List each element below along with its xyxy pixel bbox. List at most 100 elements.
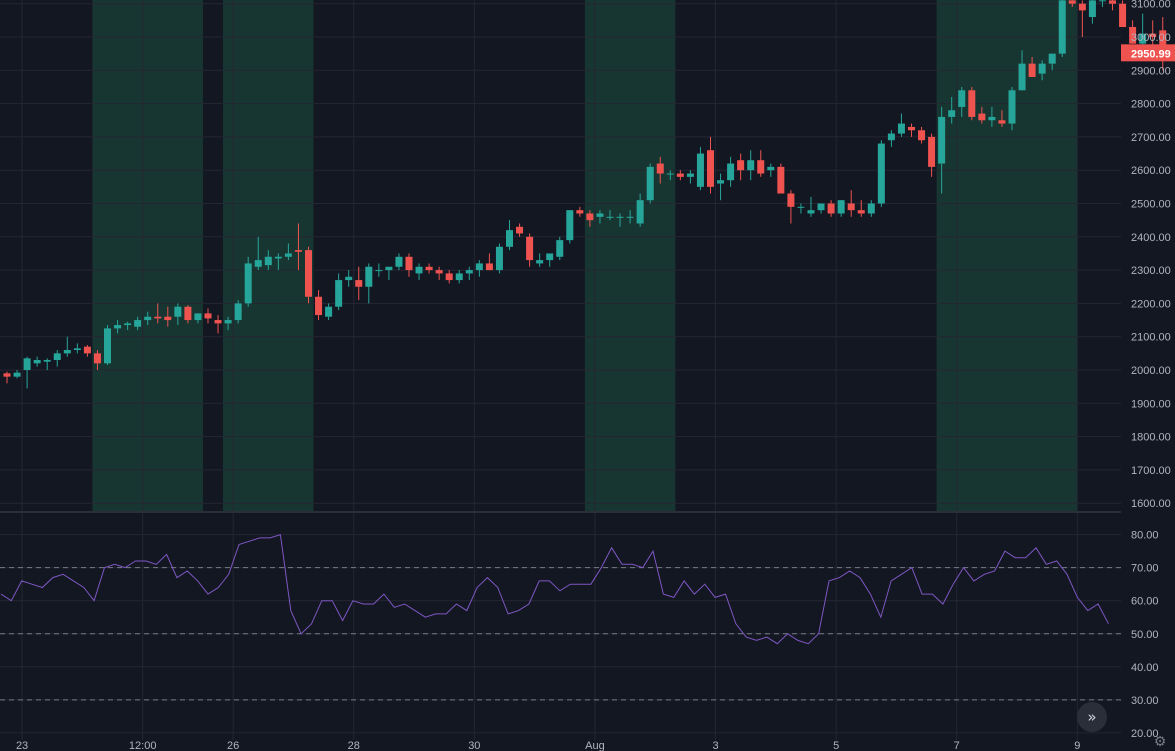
candle-up xyxy=(385,266,393,271)
candle-down xyxy=(787,193,795,207)
candle-up xyxy=(807,210,815,214)
candle-down xyxy=(93,353,101,364)
candle-up xyxy=(636,200,644,224)
candlestick-series[interactable] xyxy=(3,0,1167,389)
rsi-tick-label: 80.00 xyxy=(1131,530,1159,542)
candle-down xyxy=(315,296,323,316)
candle-down xyxy=(1028,63,1036,77)
time-tick-label: 23 xyxy=(16,740,28,751)
candle-down xyxy=(355,280,363,287)
candle-down xyxy=(435,270,443,274)
double-chevron-right-icon: » xyxy=(1087,708,1097,726)
candle-up xyxy=(686,173,694,177)
candle-up xyxy=(415,266,423,274)
candle-down xyxy=(214,320,222,324)
candle-up xyxy=(1048,53,1056,64)
candle-down xyxy=(908,126,915,131)
candle-up xyxy=(727,163,735,181)
candle-up xyxy=(63,350,71,354)
price-axis[interactable]: 3100.00 3000.00 2900.00 2800.00 2700.00 2600.… xyxy=(1131,0,1171,510)
candle-up xyxy=(23,358,31,370)
price-tick-label: 2000.00 xyxy=(1131,365,1171,377)
candle-up xyxy=(566,210,574,241)
rsi-tick-label: 60.00 xyxy=(1131,596,1159,608)
session-highlight xyxy=(92,0,203,511)
candle-down xyxy=(485,263,493,271)
candle-up xyxy=(194,313,202,321)
candle-down xyxy=(998,120,1006,124)
candle-up xyxy=(345,276,353,281)
last-price-label: 2950.99 xyxy=(1121,44,1175,62)
candle-up xyxy=(234,303,242,321)
rsi-tick-label: 20.00 xyxy=(1131,728,1159,740)
candle-up xyxy=(958,90,966,107)
last-price-badge xyxy=(1121,44,1175,62)
candle-down xyxy=(857,210,865,214)
candle-up xyxy=(43,360,51,362)
candle-up xyxy=(224,320,232,324)
session-highlight xyxy=(936,0,1078,511)
time-tick-label: 30 xyxy=(468,740,480,751)
price-grid xyxy=(0,0,1121,740)
session-highlight xyxy=(584,0,676,511)
candle-up xyxy=(114,325,122,329)
candle-up xyxy=(717,180,725,184)
candle-up xyxy=(1008,90,1016,124)
candle-up xyxy=(124,323,132,326)
price-tick-label: 2600.00 xyxy=(1131,165,1171,177)
candle-up xyxy=(606,216,614,218)
candle-down xyxy=(3,373,11,377)
candle-up xyxy=(325,306,333,317)
candle-up xyxy=(887,133,895,141)
candle-up xyxy=(365,266,373,287)
rsi-tick-label: 40.00 xyxy=(1131,662,1159,674)
candle-down xyxy=(918,130,926,141)
candle-down xyxy=(978,113,986,121)
candle-up xyxy=(13,372,21,377)
candle-up xyxy=(1098,0,1106,2)
scroll-to-latest-button[interactable]: » xyxy=(1077,702,1107,732)
time-tick-label: 26 xyxy=(227,740,239,751)
candle-down xyxy=(526,236,534,261)
candle-up xyxy=(134,320,142,327)
price-tick-label: 2700.00 xyxy=(1131,132,1171,144)
candle-down xyxy=(676,173,684,177)
candle-up xyxy=(284,253,292,257)
candle-down xyxy=(928,136,936,167)
candle-up xyxy=(747,160,755,171)
rsi-bands xyxy=(0,567,1121,701)
candle-up xyxy=(1139,33,1147,44)
candle-up xyxy=(174,306,182,317)
candle-down xyxy=(1119,3,1127,28)
candle-down xyxy=(1129,27,1137,44)
candle-down xyxy=(1159,30,1167,54)
candle-up xyxy=(144,316,152,321)
candle-up xyxy=(556,240,564,257)
candle-up xyxy=(616,216,624,218)
candle-up xyxy=(244,263,252,304)
candle-down xyxy=(305,250,312,297)
gear-icon[interactable]: ⚙ xyxy=(1153,734,1167,750)
candle-down xyxy=(83,346,91,354)
candle-down xyxy=(586,213,594,221)
time-tick-label: 7 xyxy=(954,740,960,751)
time-tick-label: 5 xyxy=(833,740,839,751)
candle-up xyxy=(536,260,544,264)
price-tick-label: 3000.00 xyxy=(1131,32,1171,44)
candle-up xyxy=(938,116,946,164)
candle-up xyxy=(867,203,875,214)
candle-up xyxy=(274,256,282,259)
time-axis[interactable]: 23 12:00 26 28 30 Aug 3 5 7 9 xyxy=(16,740,1080,751)
candle-down xyxy=(757,160,765,174)
candle-down xyxy=(968,90,976,117)
price-tick-label: 2500.00 xyxy=(1131,199,1171,211)
candle-down xyxy=(777,166,785,194)
candle-up xyxy=(254,260,262,267)
candle-up xyxy=(546,253,554,261)
candle-down xyxy=(1068,0,1076,4)
rsi-axis[interactable]: 80.00 70.00 60.00 50.00 40.00 30.00 20.00 xyxy=(1131,530,1159,740)
candle-down xyxy=(405,256,413,271)
candle-up xyxy=(596,213,604,217)
candle-down xyxy=(164,316,172,321)
